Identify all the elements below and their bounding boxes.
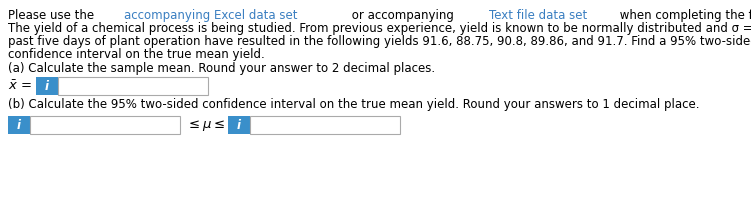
FancyBboxPatch shape [8,116,30,134]
Text: accompanying Excel data set: accompanying Excel data set [124,9,297,22]
Text: when completing the following exercise.: when completing the following exercise. [616,9,751,22]
Text: i: i [17,118,21,131]
Text: i: i [45,80,49,93]
FancyBboxPatch shape [250,116,400,134]
Text: confidence interval on the true mean yield.: confidence interval on the true mean yie… [8,48,265,61]
Text: $\leq\mu\leq$: $\leq\mu\leq$ [186,118,225,133]
FancyBboxPatch shape [58,77,208,95]
Text: (b) Calculate the 95% two-sided confidence interval on the true mean yield. Roun: (b) Calculate the 95% two-sided confiden… [8,98,699,111]
Text: or accompanying: or accompanying [348,9,457,22]
Text: past five days of plant operation have resulted in the following yields 91.6, 88: past five days of plant operation have r… [8,35,751,48]
Text: i: i [237,118,241,131]
FancyBboxPatch shape [36,77,58,95]
Text: The yield of a chemical process is being studied. From previous experience, yiel: The yield of a chemical process is being… [8,22,751,35]
FancyBboxPatch shape [30,116,180,134]
Text: (a) Calculate the sample mean. Round your answer to 2 decimal places.: (a) Calculate the sample mean. Round you… [8,62,435,75]
Text: $\bar{x}$ =: $\bar{x}$ = [8,79,32,93]
FancyBboxPatch shape [228,116,250,134]
Text: Text file data set: Text file data set [490,9,587,22]
Text: Please use the: Please use the [8,9,98,22]
